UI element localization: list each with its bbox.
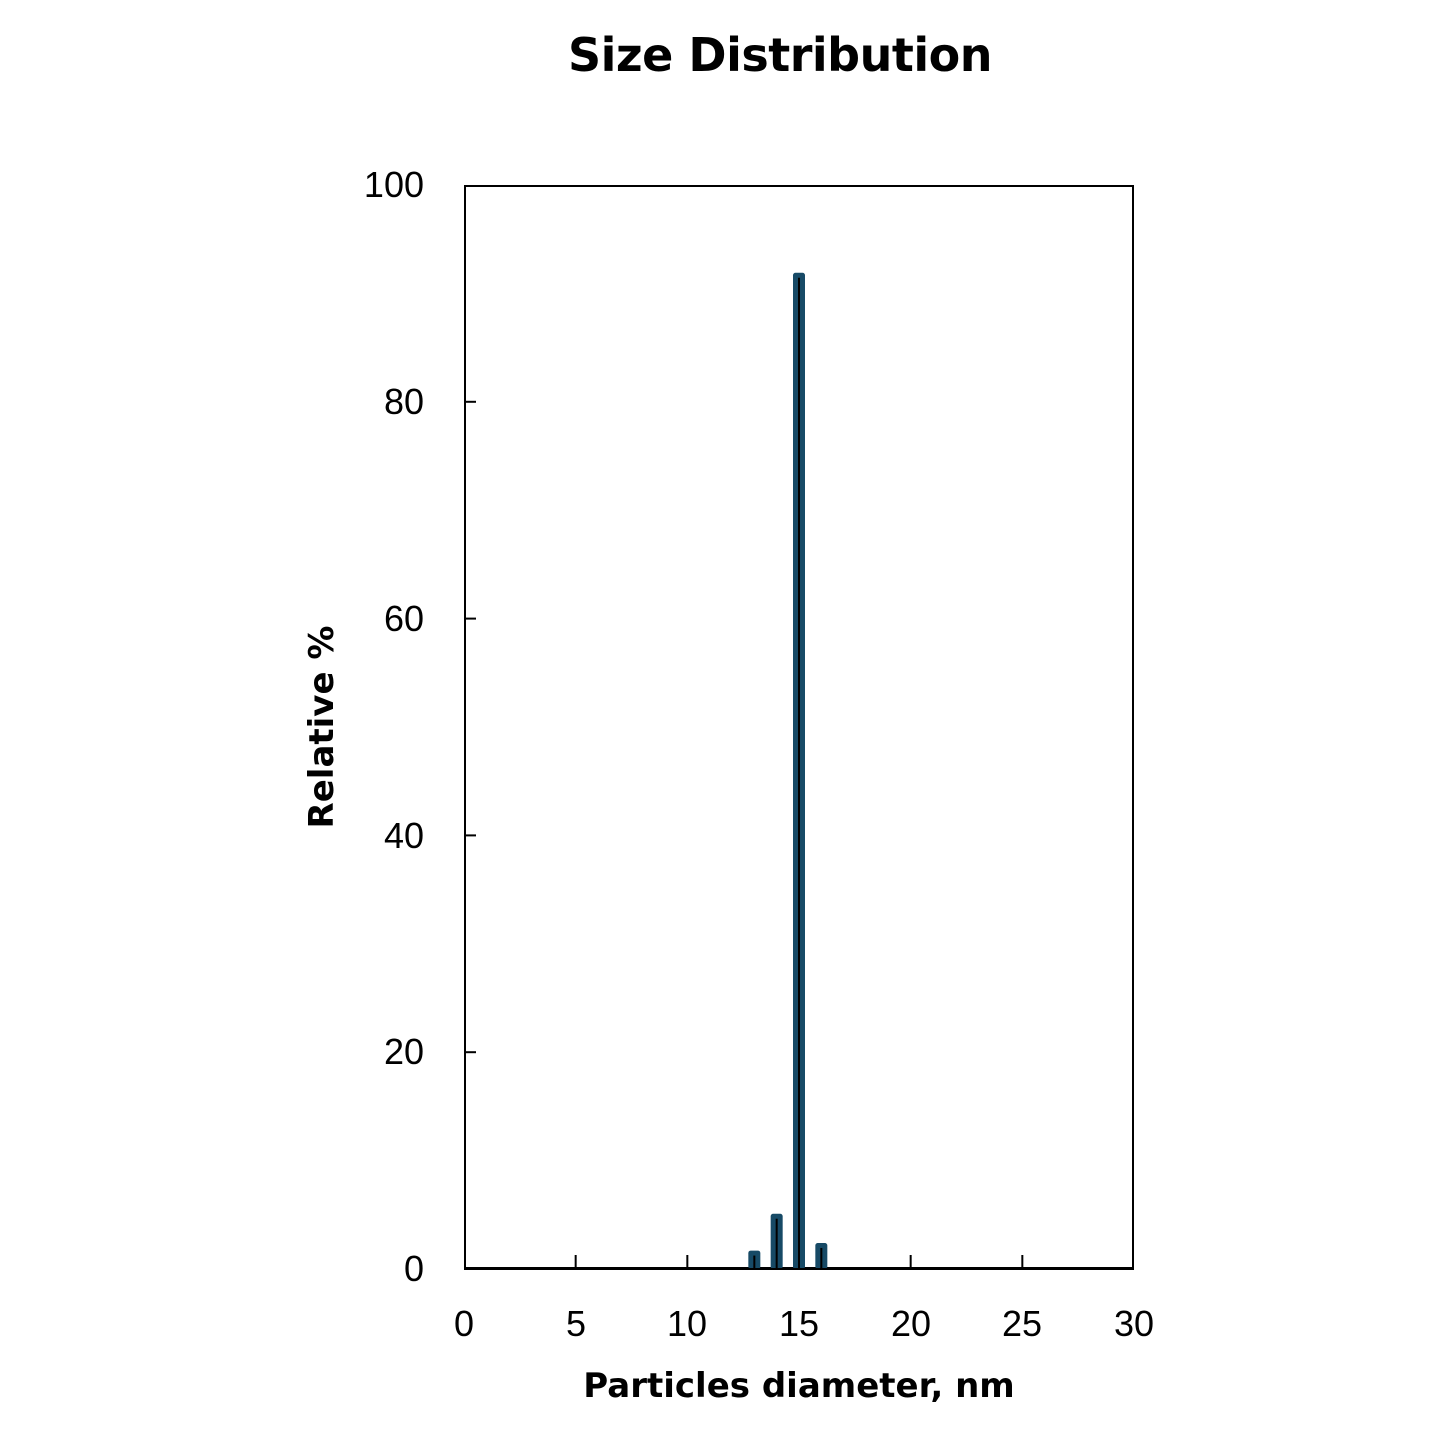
- x-tick-label-5: 5: [565, 1303, 587, 1344]
- x-tick-label-20: 20: [890, 1303, 932, 1344]
- x-tick-label-10: 10: [666, 1303, 708, 1344]
- x-tick-label-15: 15: [778, 1303, 820, 1344]
- x-tick-label-30: 30: [1113, 1303, 1155, 1344]
- x-tick-label-25: 25: [1001, 1303, 1043, 1344]
- chart-title: Size Distribution: [568, 28, 992, 82]
- x-tick-label-0: 0: [453, 1303, 475, 1344]
- x-axis-label: Particles diameter, nm: [583, 1366, 1015, 1406]
- y-tick-label-60: 60: [383, 598, 424, 639]
- y-tick-label-20: 20: [383, 1031, 424, 1072]
- y-tick-label-40: 40: [383, 815, 424, 856]
- y-tick-label-100: 100: [363, 164, 424, 205]
- y-tick-label-0: 0: [403, 1248, 424, 1289]
- y-tick-label-80: 80: [383, 381, 424, 422]
